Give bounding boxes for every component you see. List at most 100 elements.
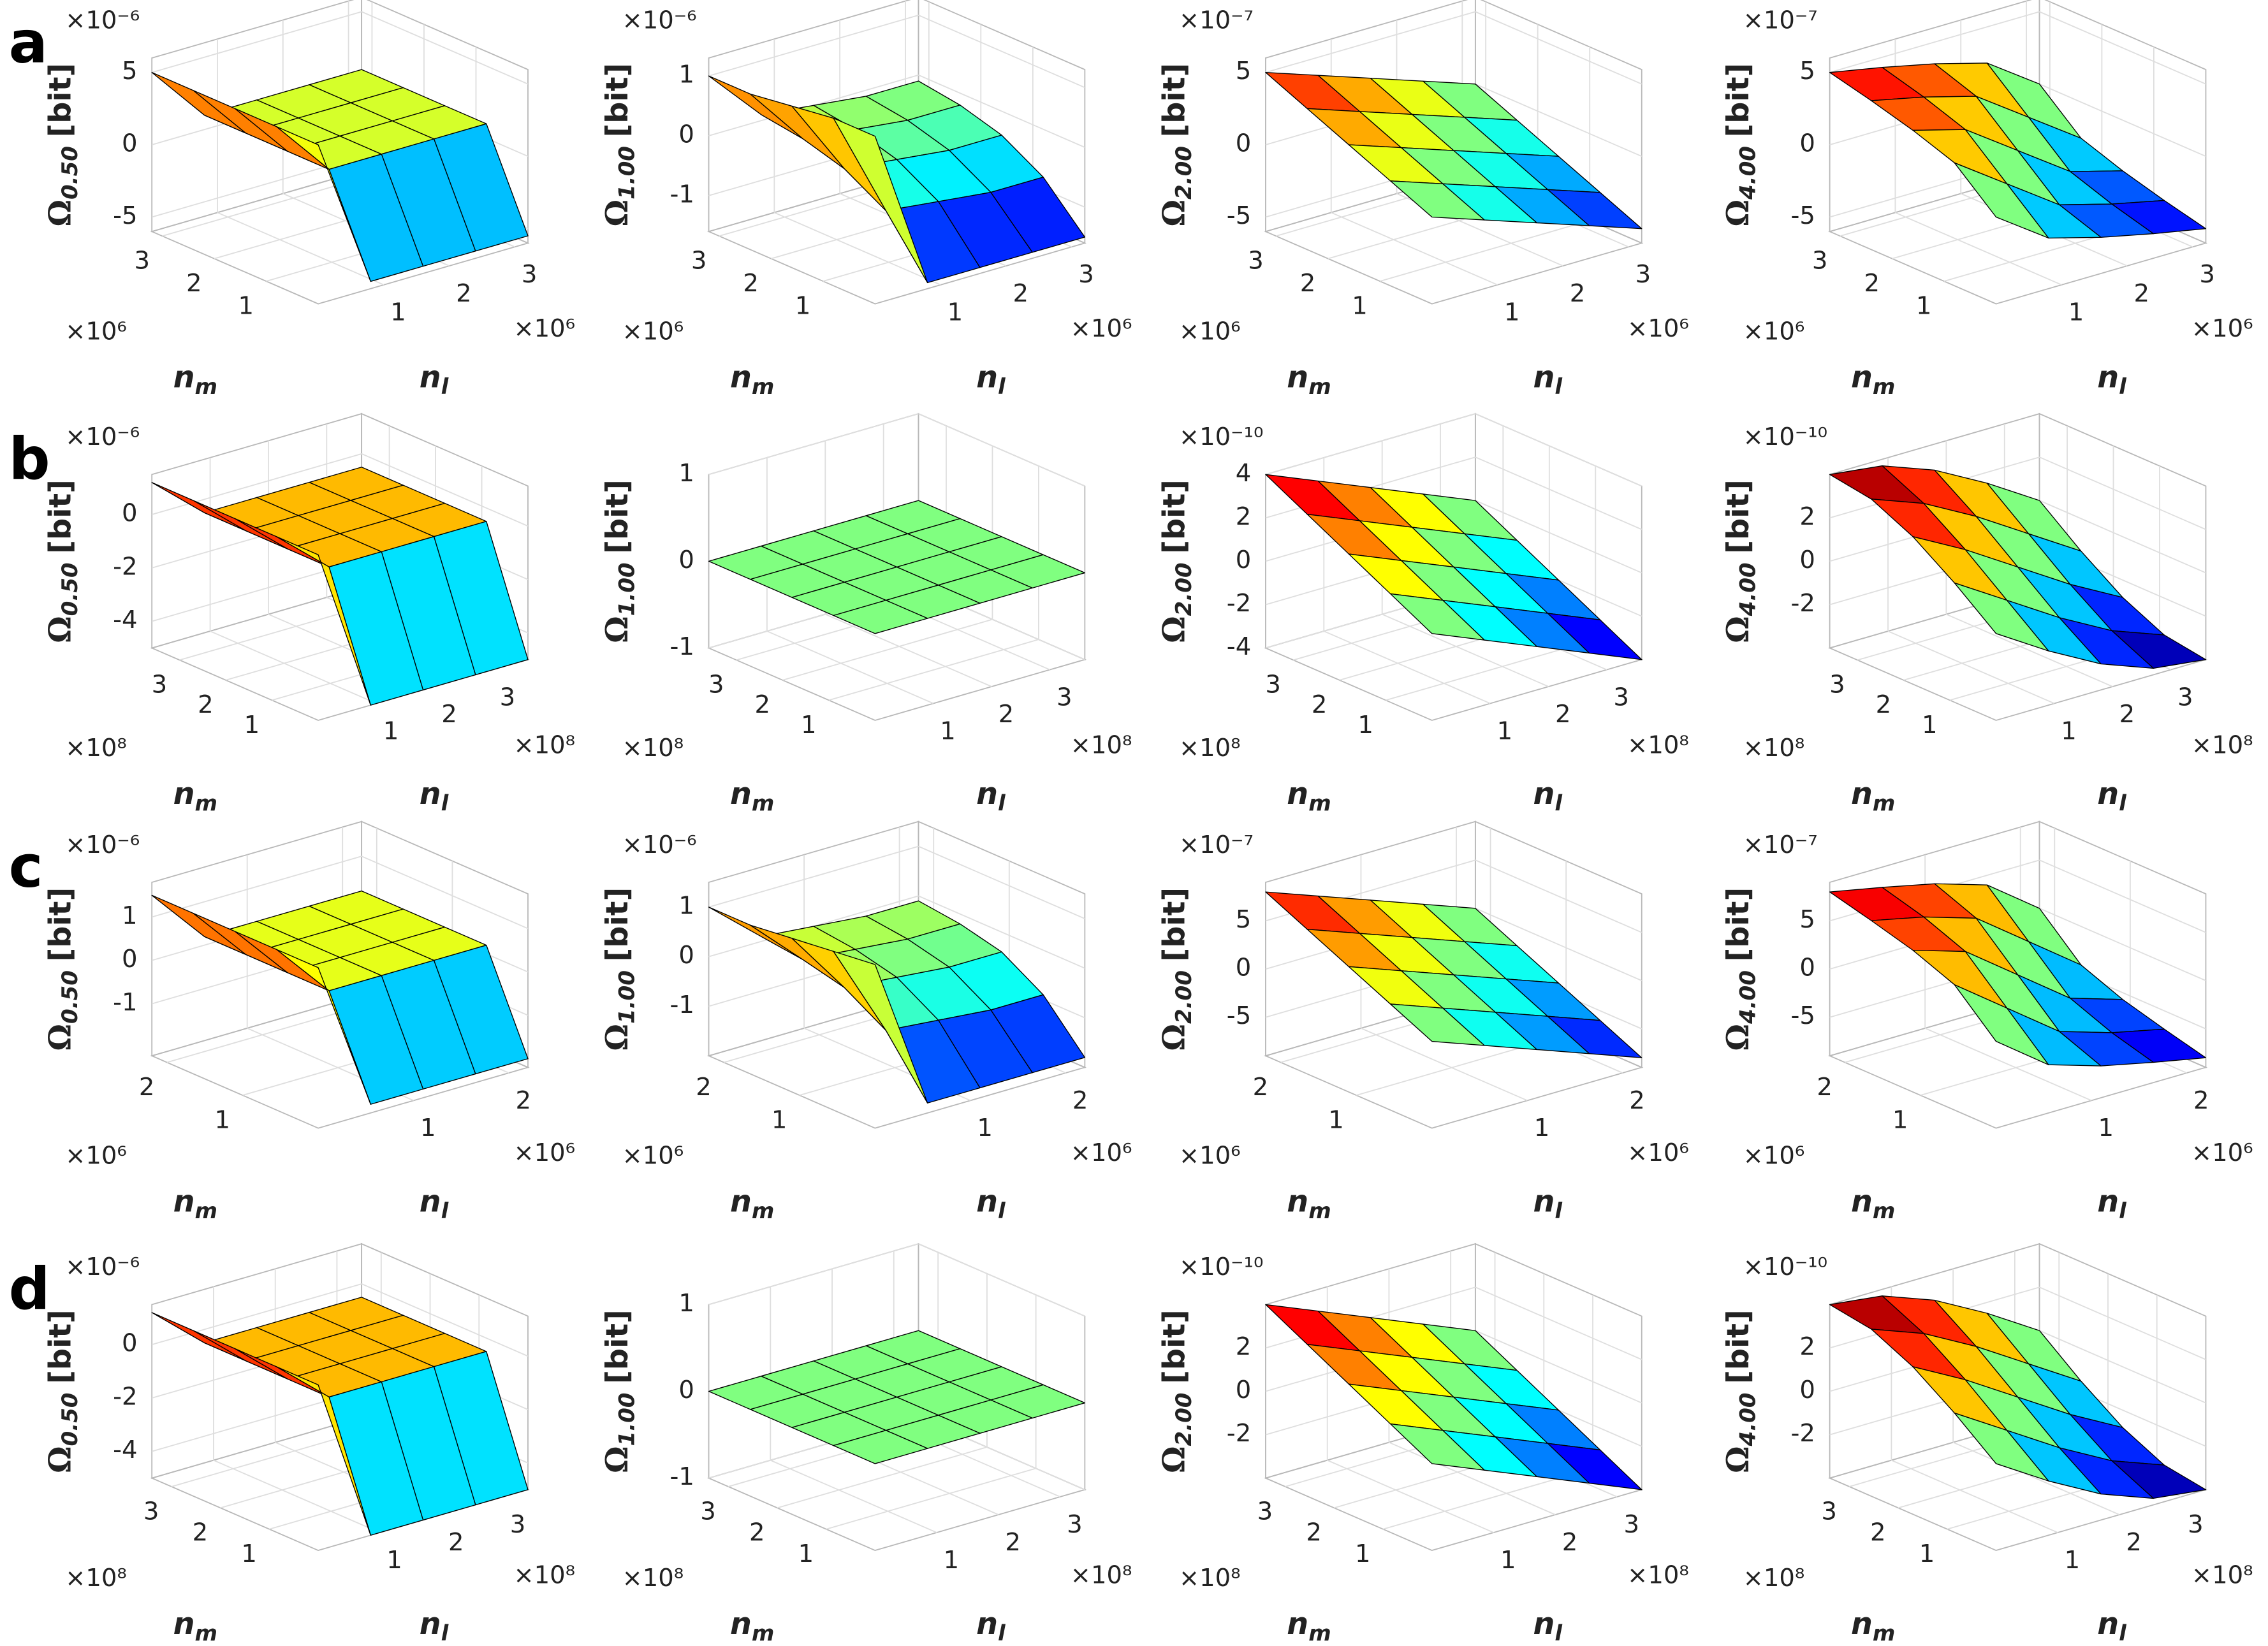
z-tick-label: -5 [1791,1001,1815,1030]
x-tick-label: 1 [386,1546,402,1575]
y-axis-title-symbol: n [173,776,195,812]
y-tick-label: 2 [1300,269,1316,298]
y-multiplier: ×10⁶ [1179,317,1241,346]
x-tick-label: 2 [2134,279,2150,308]
y-tick-label: 3 [134,247,150,275]
x-axis-title-sub: l [998,374,1006,400]
z-tick-label: 0 [678,120,694,149]
z-axis-title-unit: [bit] [1157,63,1192,138]
x-tick-label: 1 [1504,298,1520,327]
surface-cell [1389,1003,1485,1046]
z-multiplier: ×10⁻⁷ [1179,6,1254,35]
x-axis-title: nl [1533,1606,1563,1646]
y-axis-title-symbol: n [173,1184,195,1220]
z-multiplier: ×10⁻¹⁰ [1179,423,1264,451]
x-tick-label: 2 [1629,1086,1645,1115]
x-tick-label: 3 [2177,683,2193,711]
x-axis-title-symbol: n [420,776,441,812]
grid-line [1475,1330,1642,1404]
grid-line [2039,500,2206,574]
z-tick-label: 5 [1236,905,1252,934]
y-tick-label: 3 [708,671,724,699]
x-tick-label: 1 [1534,1114,1550,1142]
x-tick-label: 1 [1500,1546,1516,1575]
x-axis-title: nl [976,776,1006,816]
z-tick-label: -4 [113,1436,137,1464]
grid-line [2039,1286,2206,1360]
x-axis-title: nl [420,360,450,400]
z-tick-label: 2 [1799,1332,1815,1361]
y-axis-title: nm [730,1184,774,1224]
z-axis-title-sub: 0.50 [57,562,83,616]
y-tick-label: 1 [1352,291,1368,320]
grid-line [1327,1459,1494,1533]
y-axis-title: nm [1851,1184,1895,1224]
y-tick-label: 3 [1257,1497,1273,1526]
y-axis-title: nm [1851,776,1895,816]
x-axis-title-symbol: n [1533,1606,1555,1642]
x-tick-label: 2 [1555,700,1571,729]
z-tick-label: 0 [678,546,694,574]
z-axis-title-symbol: Ω [42,1024,78,1051]
y-tick-label: 3 [1829,671,1845,699]
y-multiplier: ×10⁸ [622,734,684,762]
x-axis-title: nl [976,1184,1006,1224]
x-tick-label: 2 [1562,1528,1578,1557]
x-axis-title-symbol: n [976,360,998,395]
y-tick-label: 1 [1357,711,1373,739]
grid-line [1265,413,1476,476]
x-multiplier: ×10⁸ [1627,731,1689,759]
grid-line [918,413,1085,487]
x-tick-label: 3 [500,683,516,711]
y-multiplier: ×10⁸ [1179,734,1241,762]
z-axis-title-sub: 4.00 [1735,146,1760,200]
x-axis-title-sub: l [1555,374,1563,400]
x-multiplier: ×10⁸ [513,1561,575,1589]
grid-line [2039,859,2206,933]
grid-line [217,212,384,286]
y-multiplier: ×10⁸ [65,734,127,762]
z-tick-label: -1 [669,180,694,208]
grid-line [1475,908,1642,982]
grid-line [708,413,919,476]
y-tick-label: 1 [1328,1105,1344,1134]
y-tick-label: 3 [1821,1497,1837,1526]
x-axis-title-symbol: n [976,1606,998,1642]
x-tick-label: 2 [516,1086,532,1115]
x-multiplier: ×10⁸ [2191,1561,2253,1589]
x-tick-label: 3 [522,260,538,289]
y-axis-title-symbol: n [730,1184,752,1220]
x-axis-title-sub: l [441,1198,450,1224]
z-axis-title-symbol: Ω [1156,1446,1192,1473]
grid-line [1475,413,1642,487]
y-axis-title-sub: m [1308,1198,1331,1224]
grid-line [1475,83,1642,157]
z-axis-title-sub: 2.00 [1171,970,1196,1024]
grid-line [361,856,529,929]
y-axis-title-sub: m [194,790,217,816]
z-axis-title: Ω4.00 [bit] [1720,63,1760,227]
back-pane [1829,0,2040,233]
grid-line [1389,1441,1556,1515]
x-tick-label: 1 [383,717,399,745]
z-axis-title-symbol: Ω [1156,616,1192,643]
x-tick-label: 2 [441,700,457,729]
x-axis-title-sub: l [998,1198,1006,1224]
y-axis-title-symbol: n [1851,1606,1873,1642]
x-tick-label: 2 [2119,700,2135,729]
x-axis-title-symbol: n [420,1606,441,1642]
x-axis-title: nl [2097,1606,2127,1646]
grid-line [1924,1028,2092,1102]
z-axis-title-symbol: Ω [599,200,634,226]
y-axis-title-sub: m [1873,374,1895,400]
x-multiplier: ×10⁶ [513,1139,575,1167]
z-tick-label: 5 [1236,57,1252,85]
z-axis-title-symbol: Ω [1720,616,1755,643]
z-multiplier: ×10⁻⁶ [65,1253,140,1281]
y-tick-label: 3 [1248,247,1264,275]
z-axis-title-symbol: Ω [1156,1024,1192,1051]
y-axis-title-symbol: n [1851,776,1873,812]
x-tick-label: 2 [1013,279,1028,308]
z-tick-label: -2 [1227,1419,1251,1448]
